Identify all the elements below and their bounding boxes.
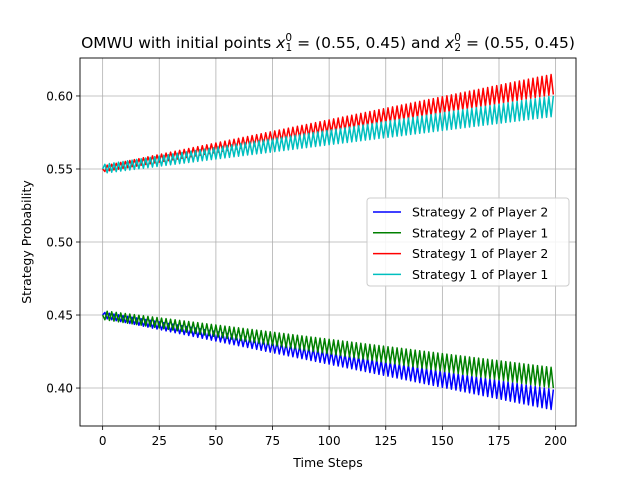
title-x1-sup: 0 [285,32,292,44]
y-tick-label: 0.50 [46,236,73,250]
legend-label: Strategy 2 of Player 2 [412,205,548,220]
series-line-2 [101,310,555,389]
title-x2-sup: 0 [454,32,461,44]
x-tick-label: 200 [544,434,567,448]
x-tick-label: 50 [208,434,223,448]
chart-title: OMWU with initial points x0 1 = (0.55, 0.… [81,32,575,54]
y-tick-label: 0.60 [46,89,73,103]
title-x1-value: = (0.55, 0.45) [292,34,406,52]
title-x2-value: = (0.55, 0.45) [461,34,575,52]
plot-lines [101,73,555,411]
legend-label: Strategy 2 of Player 1 [412,225,548,240]
y-axis-label: Strategy Probability [19,180,34,304]
x-axis-label: Time Steps [292,455,363,470]
x-tick-label: 75 [265,434,280,448]
title-x1-sub: 1 [286,42,293,54]
title-x2-var: x [444,34,455,52]
x-tick-label: 0 [99,434,107,448]
legend-label: Strategy 1 of Player 1 [412,267,548,282]
x-tick-label: 25 [152,434,167,448]
legend: Strategy 2 of Player 2 Strategy 2 of Play… [366,197,570,287]
x-tick-label: 125 [374,434,397,448]
y-tick-label: 0.55 [46,162,73,176]
x-axis-ticks: 0 25 50 75 100 125 150 175 200 [99,426,567,448]
title-connector: and [406,34,445,52]
y-axis-ticks: 0.40 0.45 0.50 0.55 0.60 [46,89,80,396]
legend-box [366,197,570,287]
series-line-4 [101,95,555,174]
title-prefix: OMWU with initial points [81,34,276,52]
y-tick-label: 0.45 [46,309,73,323]
x-tick-label: 175 [488,434,511,448]
x-tick-label: 150 [431,434,454,448]
title-x2-sub: 2 [454,42,461,54]
legend-label: Strategy 1 of Player 2 [412,246,548,261]
title-x1-var: x [275,34,286,52]
y-tick-label: 0.40 [46,382,73,396]
x-tick-label: 100 [318,434,341,448]
